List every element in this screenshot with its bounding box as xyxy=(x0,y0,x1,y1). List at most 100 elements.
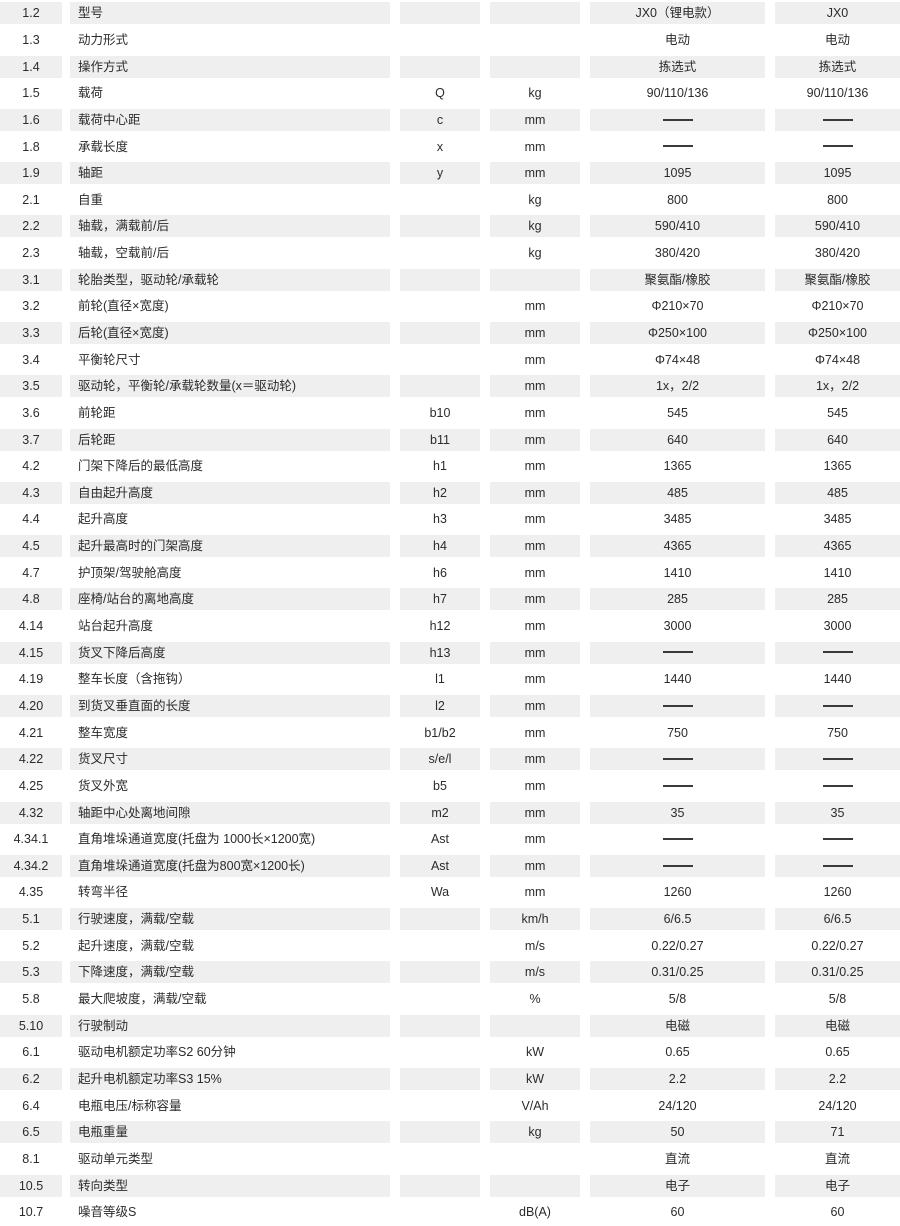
row-value-1-cell xyxy=(590,746,765,773)
row-symbol-cell: s/e/l xyxy=(400,746,480,773)
column-gap xyxy=(480,1065,490,1093)
table-row: 5.8 最大爬坡度，满载/空载% 5/8 5/8 xyxy=(0,985,900,1013)
row-unit-cell: mm xyxy=(490,853,580,880)
column-gap xyxy=(580,53,590,80)
row-description-cell: 整车宽度 xyxy=(70,719,390,746)
column-gap xyxy=(390,799,400,826)
column-gap xyxy=(765,719,775,746)
row-symbol-cell: b1/b2 xyxy=(400,719,480,746)
row-value-2-cell-text: 545 xyxy=(775,401,900,424)
table-row: 3.3 后轮(直径×宽度) mm Φ250×100 Φ250×100 xyxy=(0,319,900,347)
column-gap xyxy=(390,1012,400,1039)
em-dash-icon xyxy=(662,118,693,121)
row-unit-cell-text: kg xyxy=(490,1121,580,1144)
em-dash-icon xyxy=(822,784,853,787)
row-description-cell-text: 型号 xyxy=(70,2,390,25)
row-unit-cell: mm xyxy=(490,879,580,906)
row-symbol-cell-text: s/e/l xyxy=(400,748,480,771)
row-unit-cell: mm xyxy=(490,639,580,666)
row-value-2-cell-text: 90/110/136 xyxy=(775,82,900,105)
row-description-cell-text: 后轮(直径×宽度) xyxy=(70,322,390,344)
row-value-2-cell: 6/6.5 xyxy=(775,906,900,933)
column-gap xyxy=(480,506,490,533)
row-number-cell-text: 4.35 xyxy=(0,881,62,904)
row-value-1-cell-text xyxy=(590,135,765,158)
column-gap xyxy=(580,719,590,746)
column-gap xyxy=(62,959,70,986)
row-unit-cell: mm xyxy=(490,107,580,134)
column-gap xyxy=(62,666,70,693)
row-unit-cell: mm xyxy=(490,746,580,773)
row-value-1-cell-text: 590/410 xyxy=(590,215,765,238)
row-value-1-cell-text: 800 xyxy=(590,188,765,211)
row-value-1-cell-text: 90/110/136 xyxy=(590,82,765,105)
row-description-cell: 载荷中心距 xyxy=(70,107,390,134)
row-value-2-cell-text: Φ250×100 xyxy=(775,322,900,344)
row-value-1-cell xyxy=(590,107,765,134)
row-number-cell: 10.7 xyxy=(0,1199,62,1226)
row-number-cell-text: 1.9 xyxy=(0,162,62,185)
row-unit-cell: mm xyxy=(490,373,580,400)
row-unit-cell: mm xyxy=(490,559,580,586)
column-gap xyxy=(580,559,590,587)
row-value-2-cell-text xyxy=(775,135,900,158)
row-value-2-cell: 640 xyxy=(775,426,900,453)
row-symbol-cell-text xyxy=(400,188,480,211)
row-symbol-cell: h1 xyxy=(400,453,480,480)
row-value-1-cell: 1410 xyxy=(590,559,765,586)
row-value-2-cell-text: 0.65 xyxy=(775,1041,900,1064)
column-gap xyxy=(765,0,775,27)
column-gap xyxy=(580,1038,590,1066)
row-unit-cell: km/h xyxy=(490,906,580,933)
row-number-cell: 3.5 xyxy=(0,373,62,400)
row-symbol-cell-text xyxy=(400,961,480,984)
row-symbol-cell-text: h2 xyxy=(400,481,480,504)
row-number-cell-text: 10.7 xyxy=(0,1201,62,1224)
row-description-cell: 驱动单元类型 xyxy=(70,1146,390,1173)
row-number-cell-text: 4.34.2 xyxy=(0,854,62,877)
column-gap xyxy=(390,452,400,480)
row-value-2-cell-text: 485 xyxy=(775,481,900,504)
column-gap xyxy=(390,559,400,587)
row-value-1-cell xyxy=(590,826,765,853)
column-gap xyxy=(580,1118,590,1146)
table-row: 1.2 型号 JX0（锂电款） JX0 xyxy=(0,0,900,27)
column-gap xyxy=(390,159,400,187)
column-gap xyxy=(390,239,400,267)
row-value-2-cell-text: 0.31/0.25 xyxy=(775,961,900,984)
row-symbol-cell-text xyxy=(400,268,480,291)
row-number-cell-text: 4.8 xyxy=(0,588,62,611)
column-gap xyxy=(480,1092,490,1119)
row-description-cell: 后轮距 xyxy=(70,426,390,453)
row-value-2-cell: 71 xyxy=(775,1119,900,1146)
row-value-1-cell: 3000 xyxy=(590,613,765,640)
column-gap xyxy=(480,719,490,746)
row-unit-cell: mm xyxy=(490,613,580,640)
row-unit-cell-text: mm xyxy=(490,322,580,344)
row-description-cell-text: 载荷 xyxy=(70,82,390,105)
row-unit-cell: mm xyxy=(490,666,580,693)
row-value-1-cell-text: 1365 xyxy=(590,455,765,478)
row-symbol-cell xyxy=(400,266,480,293)
row-unit-cell: m/s xyxy=(490,932,580,959)
row-value-2-cell: 聚氨酯/橡胶 xyxy=(775,266,900,293)
column-gap xyxy=(580,239,590,267)
row-value-1-cell: 3485 xyxy=(590,506,765,533)
row-symbol-cell-text xyxy=(400,28,480,51)
row-value-2-cell-text: 640 xyxy=(775,428,900,451)
row-value-2-cell: 1410 xyxy=(775,559,900,586)
row-number-cell-text: 4.4 xyxy=(0,508,62,531)
row-value-2-cell-text: Φ74×48 xyxy=(775,348,900,371)
row-description-cell-text: 承载长度 xyxy=(70,135,390,158)
column-gap xyxy=(62,532,70,560)
column-gap xyxy=(765,426,775,453)
column-gap xyxy=(765,239,775,267)
row-description-cell-text: 站台起升高度 xyxy=(70,615,390,638)
column-gap xyxy=(765,213,775,240)
column-gap xyxy=(765,666,775,693)
row-value-1-cell: 35 xyxy=(590,799,765,826)
table-row: 10.5 转向类型 电子 电子 xyxy=(0,1172,900,1199)
row-description-cell-text: 平衡轮尺寸 xyxy=(70,348,390,371)
